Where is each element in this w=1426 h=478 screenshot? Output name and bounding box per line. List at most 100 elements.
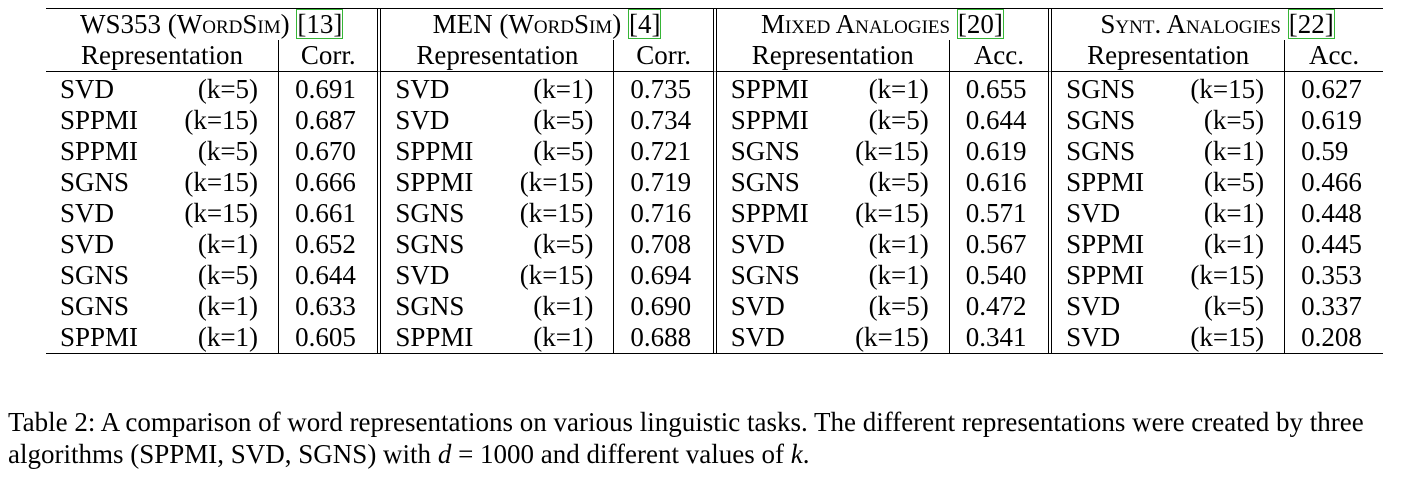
k-cell: (k=5) [161, 72, 280, 105]
algorithm-cell: SGNS [1066, 136, 1136, 166]
group-header-men: MEN (WordSim) [4] [381, 9, 717, 40]
score-cell: 0.341 [950, 322, 1053, 353]
k-cell: (k=5) [832, 105, 950, 136]
score-cell: 0.540 [950, 260, 1053, 291]
k-cell: (k=15) [832, 136, 950, 167]
caption-math-d: d [437, 439, 452, 469]
score-cell: 0.661 [279, 198, 382, 229]
k-cell: (k=5) [496, 229, 615, 260]
score-cell: 0.691 [279, 72, 382, 105]
algorithm-cell: SPPMI [60, 322, 139, 352]
k-cell: (k=1) [161, 291, 280, 322]
k-cell: (k=15) [496, 260, 615, 291]
caption-text: Table 2: A comparison of word representa… [8, 407, 1364, 469]
algorithm-cell: SVD [60, 198, 115, 228]
representation-header: Representation [381, 40, 615, 72]
score-cell: 0.644 [950, 105, 1053, 136]
algorithm-cell: SGNS [60, 260, 130, 290]
score-cell: 0.670 [279, 136, 382, 167]
score-cell: 0.567 [950, 229, 1053, 260]
k-cell: (k=15) [161, 198, 280, 229]
algorithm-cell: SPPMI [1066, 167, 1145, 197]
metric-header: Corr. [614, 40, 717, 72]
score-cell: 0.734 [614, 105, 717, 136]
algorithm-cell: SGNS [395, 229, 465, 259]
k-cell: (k=5) [1167, 167, 1286, 198]
k-cell: (k=1) [161, 322, 280, 353]
k-cell: (k=1) [1167, 229, 1286, 260]
score-cell: 0.719 [614, 167, 717, 198]
algorithm-cell: SGNS [1066, 74, 1136, 104]
score-cell: 0.655 [950, 72, 1053, 105]
k-cell: (k=15) [1167, 72, 1286, 105]
citation-link[interactable]: [13] [296, 9, 344, 39]
k-cell: (k=1) [496, 72, 615, 105]
score-cell: 0.690 [614, 291, 717, 322]
citation-link[interactable]: [22] [1287, 9, 1335, 39]
algorithm-cell: SGNS [395, 198, 465, 228]
k-cell: (k=1) [161, 229, 280, 260]
algorithm-cell: SVD [60, 229, 115, 259]
score-cell: 0.466 [1301, 167, 1362, 197]
table-row: SPPMI (k=1) 0.605 SPPMI (k=1) 0.688 SVD (k=15) 0… [46, 322, 1383, 353]
k-cell: (k=1) [1167, 198, 1286, 229]
k-cell: (k=15) [832, 322, 950, 353]
k-cell: (k=5) [832, 291, 950, 322]
group-header-synt-analogies: Synt. Analogies [22] [1052, 9, 1383, 40]
k-cell: (k=15) [1167, 322, 1286, 353]
k-cell: (k=5) [832, 167, 950, 198]
algorithm-cell: SVD [1066, 291, 1121, 321]
group-title: MEN (WordSim) [432, 9, 622, 39]
score-cell: 0.687 [279, 105, 382, 136]
caption-text-middle: and different values of [534, 439, 791, 469]
k-cell: (k=5) [1167, 291, 1286, 322]
score-cell: 0.472 [950, 291, 1053, 322]
algorithm-cell: SVD [395, 74, 450, 104]
table-row: SPPMI (k=5) 0.670 SPPMI (k=5) 0.721 SGNS (k=15)… [46, 136, 1383, 167]
score-cell: 0.445 [1301, 229, 1362, 259]
score-cell: 0.652 [279, 229, 382, 260]
algorithm-cell: SGNS [1066, 105, 1136, 135]
score-cell: 0.644 [279, 260, 382, 291]
k-cell: (k=15) [161, 167, 280, 198]
algorithm-cell: SVD [395, 105, 450, 135]
algorithm-cell: SPPMI [395, 136, 474, 166]
score-cell: 0.353 [1301, 260, 1362, 290]
group-title: WS353 (WordSim) [80, 9, 290, 39]
table-row: SGNS (k=1) 0.633 SGNS (k=1) 0.690 SVD (k=5) 0.47… [46, 291, 1383, 322]
score-cell: 0.721 [614, 136, 717, 167]
score-cell: 0.616 [950, 167, 1053, 198]
k-cell: (k=5) [496, 136, 615, 167]
algorithm-cell: SPPMI [730, 105, 809, 135]
representation-header: Representation [1052, 40, 1286, 72]
k-cell: (k=1) [496, 291, 615, 322]
caption-math-eq: = 1000 [451, 439, 535, 469]
score-cell: 0.688 [614, 322, 717, 353]
algorithm-cell: SVD [1066, 322, 1121, 352]
algorithm-cell: SGNS [60, 167, 130, 197]
algorithm-cell: SVD [1066, 198, 1121, 228]
score-cell: 0.59 [1301, 136, 1349, 166]
metric-header: Corr. [279, 40, 382, 72]
score-cell: 0.708 [614, 229, 717, 260]
algorithm-cell: SGNS [395, 291, 465, 321]
algorithm-cell: SPPMI [730, 198, 809, 228]
algorithm-cell: SVD [395, 260, 450, 290]
score-cell: 0.666 [279, 167, 382, 198]
score-cell: 0.208 [1301, 322, 1362, 352]
algorithm-cell: SVD [730, 229, 785, 259]
score-cell: 0.619 [1301, 105, 1362, 135]
caption-math-k: k [790, 439, 803, 469]
score-cell: 0.571 [950, 198, 1053, 229]
k-cell: (k=15) [496, 167, 615, 198]
results-table: WS353 (WordSim) [13] MEN (WordSim) [4] M… [46, 8, 1383, 354]
k-cell: (k=15) [161, 105, 280, 136]
citation-link[interactable]: [20] [956, 9, 1004, 39]
citation-link[interactable]: [4] [627, 9, 662, 39]
algorithm-cell: SVD [730, 291, 785, 321]
group-title: Synt. Analogies [1100, 9, 1281, 39]
algorithm-cell: SPPMI [60, 136, 139, 166]
k-cell: (k=15) [832, 198, 950, 229]
group-header-row: WS353 (WordSim) [13] MEN (WordSim) [4] M… [46, 9, 1383, 40]
score-cell: 0.448 [1301, 198, 1362, 228]
